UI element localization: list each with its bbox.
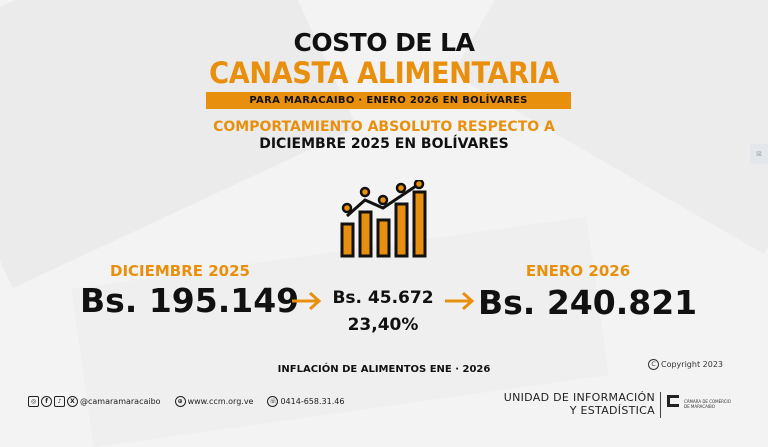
camara-logo-icon bbox=[667, 395, 679, 407]
footer-divider bbox=[660, 392, 661, 418]
current-period-value: Bs. 240.821 bbox=[478, 283, 698, 322]
side-tab-handle[interactable]: ⊠ bbox=[750, 144, 768, 164]
social-links[interactable]: ◎ f ♪ X @camaramaracaibo bbox=[28, 396, 161, 407]
facebook-icon[interactable]: f bbox=[41, 396, 52, 407]
subtitle-comportamiento: COMPORTAMIENTO ABSOLUTO RESPECTO A bbox=[213, 119, 555, 135]
whatsapp-icon: ☏ bbox=[267, 396, 279, 407]
percent-change: 23,40% bbox=[347, 315, 419, 335]
website-text[interactable]: www.ccm.org.ve bbox=[187, 397, 254, 406]
x-icon[interactable]: X bbox=[67, 396, 78, 407]
subtitle-band: PARA MARACAIBO · ENERO 2026 EN BOLÍVARES bbox=[206, 92, 571, 109]
website-link[interactable]: ⊕ www.ccm.org.ve bbox=[174, 396, 254, 407]
globe-icon: ⊕ bbox=[174, 396, 186, 407]
tiktok-icon[interactable]: ♪ bbox=[54, 396, 65, 407]
bar-chart-trend-icon bbox=[340, 180, 427, 258]
arrow-right-icon bbox=[292, 291, 322, 311]
inflation-note: INFLACIÓN DE ALIMENTOS ENE · 2026 bbox=[277, 364, 491, 375]
copyright-icon: C bbox=[648, 359, 659, 370]
social-handle[interactable]: @camaramaracaibo bbox=[80, 397, 161, 406]
instagram-icon[interactable]: ◎ bbox=[28, 396, 39, 407]
difference-value: Bs. 45.672 bbox=[332, 288, 434, 308]
subtitle-reference: DICIEMBRE 2025 EN BOLÍVARES bbox=[259, 136, 509, 152]
phone-text[interactable]: 0414-658.31.46 bbox=[280, 397, 345, 406]
current-period-label: ENERO 2026 bbox=[525, 262, 631, 280]
arrow-right-icon bbox=[445, 291, 475, 311]
title-line-1: COSTO DE LA bbox=[293, 28, 475, 57]
previous-period-label: DICIEMBRE 2025 bbox=[110, 262, 250, 280]
unit-name: UNIDAD DE INFORMACIÓN Y ESTADÍSTICA bbox=[503, 391, 655, 417]
copyright-notice: C Copyright 2023 bbox=[648, 359, 723, 370]
previous-period-value: Bs. 195.149 bbox=[80, 281, 300, 320]
camara-logo-text: CÁMARA DE COMERCIO DE MARACAIBO bbox=[684, 399, 731, 409]
phone-contact[interactable]: ☏ 0414-658.31.46 bbox=[267, 396, 344, 407]
title-line-2: CANASTA ALIMENTARIA bbox=[209, 56, 559, 90]
footer-contacts: ◎ f ♪ X @camaramaracaibo ⊕ www.ccm.org.v… bbox=[28, 396, 358, 407]
